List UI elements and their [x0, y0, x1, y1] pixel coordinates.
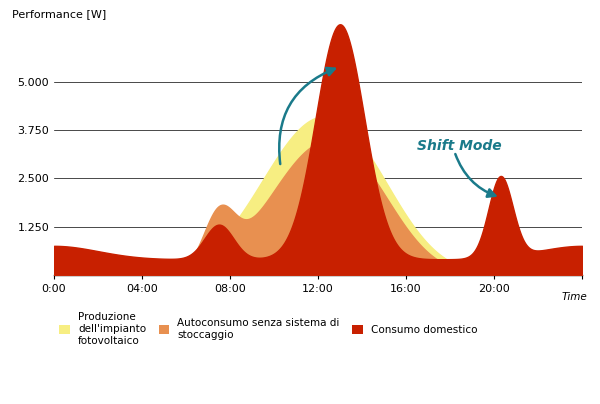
Text: Performance [W]: Performance [W] [12, 9, 106, 19]
Text: Shift Mode: Shift Mode [417, 139, 502, 153]
Legend: Produzione
dell'impianto
fotovoltaico, Autoconsumo senza sistema di
stoccaggio, : Produzione dell'impianto fotovoltaico, A… [59, 312, 478, 346]
Text: Time: Time [562, 292, 587, 302]
